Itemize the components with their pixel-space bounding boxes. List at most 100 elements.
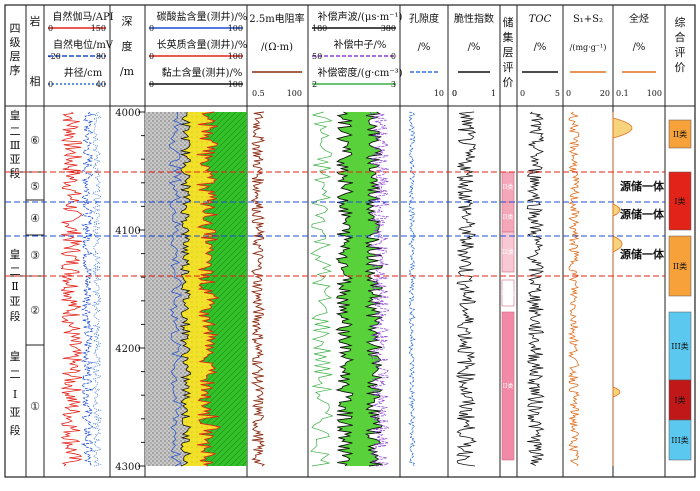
lithofacies-unit-label: ①: [30, 400, 40, 413]
lithofacies-header-2: 相: [30, 75, 41, 88]
resistivity-max: 100: [287, 89, 302, 98]
overall-eval-header-char: 合: [675, 30, 686, 44]
gamma-ray-max: 150: [91, 24, 106, 33]
clay-fill: [145, 112, 191, 466]
reservoir-eval-header-char: 评: [503, 61, 514, 74]
log-tracks: 4000410042004300皇二Ⅲ亚段皇二Ⅱ亚段皇二Ⅰ亚段⑥⑤④③②①II类…: [5, 108, 692, 473]
brittleness-curve: [455, 111, 477, 467]
reservoir-class-label: II类: [503, 382, 514, 390]
s1s2-curve: [567, 111, 580, 467]
reservoir-eval-header-char: 价: [503, 76, 514, 89]
clay-curve: [179, 111, 192, 467]
lithofacies-unit-label: ③: [30, 249, 40, 262]
overall-class-label: III类: [671, 341, 688, 351]
lithofacies-unit-label: ④: [30, 212, 40, 225]
sequence-label-ii: 段: [10, 309, 21, 323]
total-hydrocarbon-header: 全烃: [629, 12, 649, 25]
sequence-label-i: 二: [10, 368, 21, 381]
sequence-label-i: 亚: [10, 406, 21, 419]
density-label: 补偿密度/(g·cm⁻³): [317, 66, 402, 79]
source-reservoir-annotation: 源储一体: [620, 247, 665, 261]
column-dividers: [4, 5, 696, 477]
sequence-label-i: 皇: [10, 349, 21, 363]
total-hydrocarbon-peak: [612, 117, 633, 139]
depth-header-3: /m: [120, 65, 135, 78]
s1s2-min: 0: [566, 89, 571, 98]
spontaneous-potential-min: -20: [48, 52, 61, 61]
stratigraphy-header-char: 级: [10, 36, 21, 49]
sequence-label-iii: 亚: [10, 153, 21, 166]
clay-content-label: 黏土含量(测井)/%: [162, 66, 243, 79]
sequence-label-ii: 二: [10, 265, 21, 278]
overall-class-label: III类: [671, 435, 688, 445]
depth-header-1: 深: [122, 15, 133, 28]
total-hydrocarbon-unit: /%: [633, 42, 646, 53]
density-green-curve: [310, 111, 334, 467]
reservoir-class-box: [501, 279, 515, 307]
gamma-ray-min: 0: [48, 24, 53, 33]
porosity-min: 0: [452, 89, 457, 98]
total-hydrocarbon-max: 100: [647, 89, 662, 98]
density-curve: [364, 111, 384, 467]
acoustic-max: 380: [381, 24, 396, 33]
overall-class-box: [668, 119, 692, 149]
lithofacies-header-1: 岩: [30, 14, 41, 28]
total-hydrocarbon-min: 0.1: [616, 89, 629, 98]
felsic-content-max: 100: [228, 52, 243, 61]
resistivity-min: 0.5: [252, 89, 265, 98]
toc-max: 5: [555, 89, 560, 98]
caliper-label: 井径/cm: [64, 66, 103, 79]
resistivity-curve: [250, 111, 266, 467]
depth-label: 4200: [115, 344, 140, 355]
brittleness-min: 0: [452, 89, 457, 98]
felsic-curve: [196, 111, 222, 467]
neutron-max: 0: [391, 52, 396, 61]
neutron-min: 50: [312, 52, 322, 61]
overall-eval-header-char: 综: [675, 15, 686, 29]
caliper-curve: [91, 111, 102, 467]
toc-curve: [526, 111, 545, 467]
felsic-content-min: 0: [149, 52, 154, 61]
porosity-max: 10: [434, 89, 444, 98]
sequence-label-iii: Ⅲ: [10, 139, 21, 152]
sequence-label-iii: 二: [10, 125, 21, 138]
clay-content-max: 100: [228, 80, 243, 89]
source-reservoir-annotation: 源储一体: [620, 207, 665, 221]
overall-eval-header-char: 评: [675, 46, 686, 59]
stratigraphy-header-char: 四: [10, 22, 21, 35]
correlation-lines: [5, 171, 665, 277]
acoustic-label: 补偿声波/(μs·m⁻¹): [318, 10, 403, 23]
reservoir-class-label: II类: [503, 183, 514, 191]
stratigraphy-header-char: 层: [10, 50, 21, 63]
reservoir-class-label: I2类: [502, 248, 514, 256]
reservoir-class-box: [501, 231, 515, 273]
overall-eval-header-char: 价: [675, 61, 686, 74]
s1s2-unit: /(mg·g⁻¹): [570, 43, 607, 52]
sequence-label-ii: Ⅱ: [11, 280, 18, 293]
sequence-label-ii: 皇: [10, 247, 21, 261]
s1s2-max: 20: [600, 89, 610, 98]
reservoir-eval-header-char: 储: [503, 15, 514, 29]
overall-class-label: II类: [673, 261, 687, 271]
spontaneous-potential-max: 80: [96, 52, 106, 61]
overall-class-box: [668, 235, 692, 297]
overall-class-box: [668, 419, 692, 461]
overall-class-box: [668, 171, 692, 231]
porosity-header: 孔隙度: [409, 12, 439, 25]
neutron-label: 补偿中子/%: [334, 38, 387, 51]
source-reservoir-annotation: 源储一体: [620, 179, 665, 193]
depth-label: 4100: [115, 226, 140, 237]
reservoir-eval-header-char: 层: [503, 46, 514, 59]
lithofacies-unit-label: ②: [30, 304, 40, 317]
spontaneous-potential-curve: [80, 111, 94, 467]
brittleness-max: 1: [491, 89, 496, 98]
overall-class-label: I类: [674, 196, 685, 206]
caliper-max: 40: [96, 80, 106, 89]
density-max: 3: [391, 80, 396, 89]
acoustic-curve: [335, 111, 355, 467]
carbonate-content-label: 碳酸盐含量(测井)/%: [157, 10, 248, 23]
